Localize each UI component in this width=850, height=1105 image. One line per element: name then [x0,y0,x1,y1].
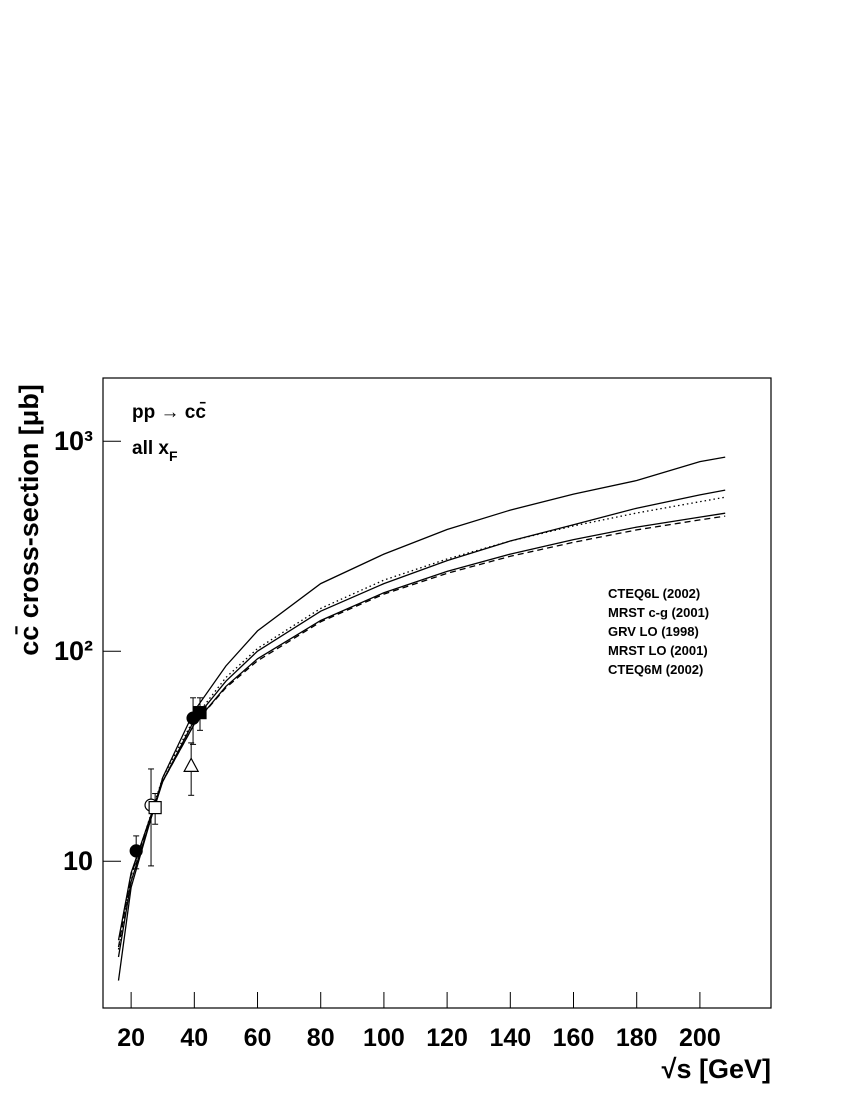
curve [117,512,726,941]
marker [183,757,200,772]
x-tick-label: 60 [244,1024,272,1052]
y-tick-label: 10³ [54,426,93,456]
annotation: pp → cc̄ [132,402,206,423]
x-tick-label: 120 [426,1024,468,1052]
legend-entry: MRST LO (2001) [608,643,708,658]
y-axis-title: cc̄ cross-section [μb] [14,384,44,656]
legend-entry: GRV LO (1998) [608,624,699,639]
marker [129,844,143,858]
marker [193,706,207,720]
x-tick-label: 140 [489,1024,531,1052]
curve [117,456,726,981]
x-axis-title: √s [GeV] [662,1054,771,1084]
x-tick-label: 80 [307,1024,335,1052]
x-tick-label: 40 [180,1024,208,1052]
x-tick-label: 200 [679,1024,721,1052]
legend-entry: CTEQ6L (2002) [608,586,700,601]
legend-entry: CTEQ6M (2002) [608,662,703,677]
annotation-text: pp → cc̄ [132,402,206,423]
error-bar [148,768,155,867]
legend-entry: MRST c-g (2001) [608,605,709,620]
marker [148,801,162,815]
y-tick-label: 10 [63,846,93,876]
x-tick-label: 20 [117,1024,145,1052]
annotation-sub: F [169,448,178,464]
x-tick-label: 160 [553,1024,595,1052]
plot-frame [102,377,772,1009]
x-tick-label: 180 [616,1024,658,1052]
x-tick-label: 100 [363,1024,405,1052]
y-tick-label: 10² [54,636,93,666]
curve [117,489,726,958]
annotation: all xF [132,438,178,464]
curve [117,515,726,948]
curve [117,496,726,950]
annotation-text: all x [132,438,169,459]
